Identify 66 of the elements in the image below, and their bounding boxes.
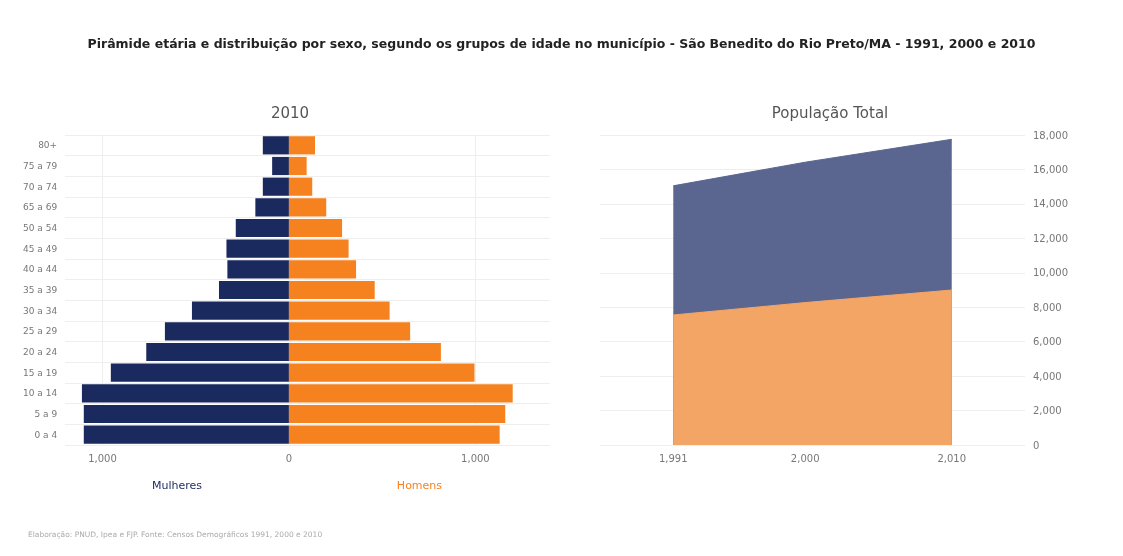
- y-tick-label: 5 a 9: [34, 409, 58, 419]
- y-tick-label: 2,000: [1033, 405, 1062, 417]
- x-tick-label: 0: [285, 452, 293, 464]
- bar: [288, 384, 513, 403]
- y-tick-label: 0 a 4: [34, 429, 58, 440]
- y-tick-label: 0: [1033, 439, 1040, 451]
- x-tick-label: 1,000: [88, 452, 117, 464]
- bar: [288, 260, 357, 279]
- x-tick-label: 2,010: [937, 452, 967, 464]
- y-tick-label: 10 a 14: [22, 388, 58, 399]
- bar: [81, 384, 289, 403]
- bar: [288, 425, 500, 444]
- bar: [288, 280, 375, 300]
- chart-title: População Total: [771, 103, 889, 122]
- bar: [288, 218, 343, 238]
- bar: [262, 177, 289, 196]
- bar: [226, 239, 289, 258]
- y-tick-label: 70 a 74: [22, 181, 58, 192]
- bar: [83, 425, 289, 444]
- bar: [288, 156, 307, 176]
- chart-title: Pirâmide etária e distribuição por sexo, segundo os grupos de idade no município - São Benedito do Rio Preto/MA - 1991, 2000 e 2010: [86, 36, 1037, 52]
- x-tick-label: 2,000: [790, 452, 820, 464]
- bar: [288, 136, 316, 155]
- bar: [288, 239, 349, 258]
- y-tick-label: 65 a 69: [22, 202, 58, 213]
- x-tick-label: 1,000: [461, 452, 490, 464]
- text: Mulheres: [152, 479, 203, 492]
- y-tick-label: 8,000: [1033, 301, 1062, 313]
- bar: [83, 404, 289, 424]
- bar: [191, 301, 289, 320]
- bar: [164, 322, 289, 341]
- bar: [288, 301, 390, 320]
- bar: [288, 342, 441, 362]
- y-tick-label: 12,000: [1033, 232, 1068, 244]
- chart-subtitle: 2010: [270, 103, 310, 122]
- y-tick-label: 25 a 29: [22, 326, 58, 337]
- y-tick-label: 15 a 19: [22, 367, 58, 378]
- y-tick-label: 35 a 39: [22, 285, 58, 295]
- bar: [227, 260, 289, 279]
- x-tick-label: 1,991: [658, 452, 688, 464]
- text: Homens: [396, 479, 443, 492]
- bar: [288, 177, 313, 196]
- y-tick-label: 40 a 44: [22, 264, 58, 275]
- y-tick-label: 10,000: [1033, 267, 1068, 279]
- y-tick-label: 14,000: [1033, 198, 1068, 210]
- bar: [218, 280, 289, 300]
- bar: [110, 363, 289, 382]
- bar: [146, 342, 289, 362]
- y-tick-label: 18,000: [1033, 129, 1068, 141]
- bar: [255, 198, 289, 217]
- y-tick-label: 50 a 54: [22, 223, 58, 233]
- bar: [288, 404, 506, 424]
- y-tick-label: 6,000: [1033, 336, 1062, 348]
- y-tick-label: 45 a 49: [22, 243, 58, 254]
- y-tick-label: 30 a 34: [22, 305, 58, 316]
- y-tick-label: 16,000: [1033, 163, 1068, 175]
- bar: [288, 363, 475, 382]
- bar: [272, 156, 289, 176]
- bar: [288, 198, 327, 217]
- y-tick-label: 4,000: [1033, 370, 1062, 382]
- y-tick-label: 75 a 79: [22, 161, 58, 171]
- y-tick-label: 20 a 24: [22, 347, 58, 357]
- bar: [235, 218, 289, 238]
- bar: [262, 136, 289, 155]
- bar: [288, 322, 411, 341]
- y-tick-label: 80+: [38, 140, 58, 151]
